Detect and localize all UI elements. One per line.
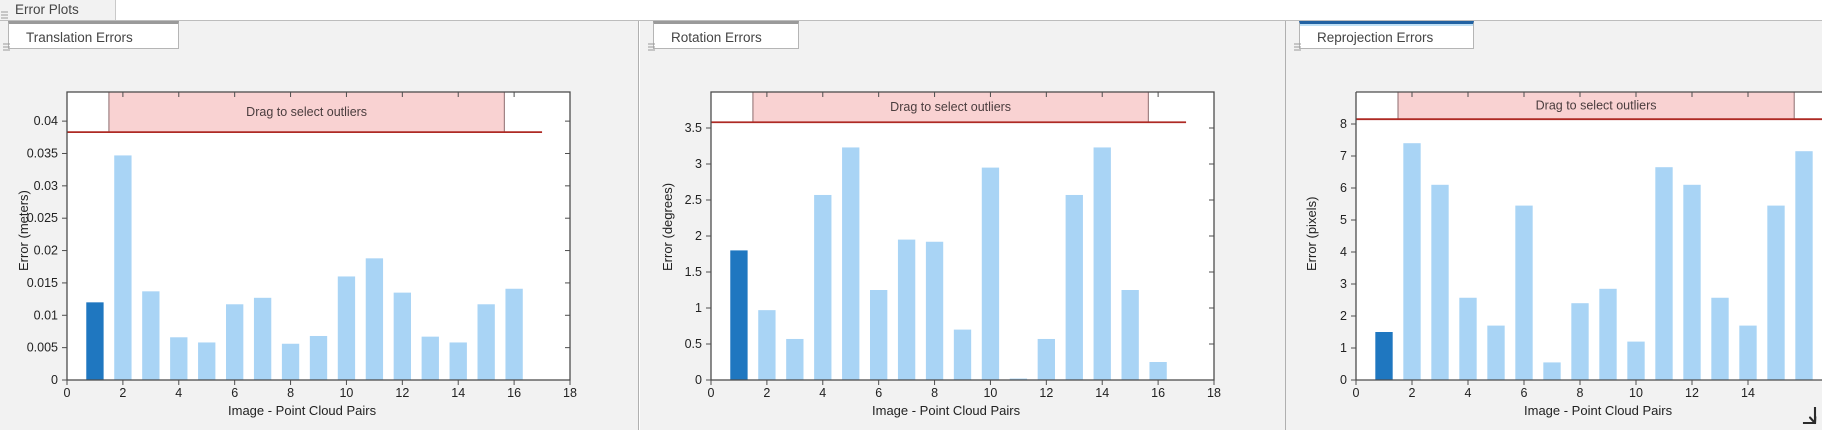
svg-text:12: 12 (1685, 386, 1699, 400)
svg-text:0: 0 (51, 373, 58, 387)
svg-text:2: 2 (119, 386, 126, 400)
svg-text:5: 5 (1340, 213, 1347, 227)
svg-text:2: 2 (763, 386, 770, 400)
svg-text:10: 10 (339, 386, 353, 400)
svg-text:0.5: 0.5 (685, 337, 702, 351)
svg-text:6: 6 (231, 386, 238, 400)
svg-text:Drag to select outliers: Drag to select outliers (890, 100, 1011, 114)
svg-text:0: 0 (1340, 373, 1347, 387)
svg-text:8: 8 (931, 386, 938, 400)
svg-text:12: 12 (1039, 386, 1053, 400)
svg-text:4: 4 (1465, 386, 1472, 400)
svg-text:2: 2 (695, 229, 702, 243)
svg-text:0: 0 (708, 386, 715, 400)
svg-text:8: 8 (1340, 117, 1347, 131)
svg-text:0.025: 0.025 (27, 211, 58, 225)
svg-text:2: 2 (1340, 309, 1347, 323)
svg-text:14: 14 (451, 386, 465, 400)
svg-text:4: 4 (175, 386, 182, 400)
svg-text:0: 0 (695, 373, 702, 387)
svg-text:0.04: 0.04 (34, 114, 58, 128)
svg-text:6: 6 (875, 386, 882, 400)
svg-text:1.5: 1.5 (685, 265, 702, 279)
svg-text:0.015: 0.015 (27, 276, 58, 290)
svg-text:12: 12 (395, 386, 409, 400)
svg-text:3.5: 3.5 (685, 121, 702, 135)
svg-text:2.5: 2.5 (685, 193, 702, 207)
svg-text:3: 3 (695, 157, 702, 171)
svg-text:1: 1 (1340, 341, 1347, 355)
svg-text:1: 1 (695, 301, 702, 315)
svg-text:2: 2 (1409, 386, 1416, 400)
svg-text:0.02: 0.02 (34, 244, 58, 258)
svg-text:10: 10 (1629, 386, 1643, 400)
svg-text:Drag to select outliers: Drag to select outliers (246, 105, 367, 119)
svg-text:3: 3 (1340, 277, 1347, 291)
svg-text:0: 0 (64, 386, 71, 400)
svg-text:16: 16 (1151, 386, 1165, 400)
svg-text:Drag to select outliers: Drag to select outliers (1536, 99, 1657, 113)
svg-text:4: 4 (819, 386, 826, 400)
svg-text:6: 6 (1521, 386, 1528, 400)
svg-text:7: 7 (1340, 149, 1347, 163)
svg-text:18: 18 (563, 386, 577, 400)
svg-text:0: 0 (1353, 386, 1360, 400)
svg-text:14: 14 (1741, 386, 1755, 400)
svg-text:6: 6 (1340, 181, 1347, 195)
svg-text:0.01: 0.01 (34, 308, 58, 322)
svg-text:4: 4 (1340, 245, 1347, 259)
svg-text:16: 16 (507, 386, 521, 400)
svg-text:8: 8 (287, 386, 294, 400)
svg-text:0.03: 0.03 (34, 179, 58, 193)
svg-text:0.035: 0.035 (27, 146, 58, 160)
svg-text:14: 14 (1095, 386, 1109, 400)
svg-text:0.005: 0.005 (27, 341, 58, 355)
svg-text:18: 18 (1207, 386, 1221, 400)
svg-text:8: 8 (1577, 386, 1584, 400)
svg-text:10: 10 (983, 386, 997, 400)
